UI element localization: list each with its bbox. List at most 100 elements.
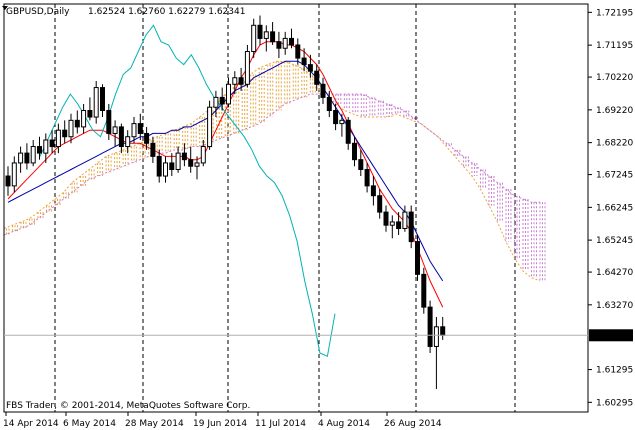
y-tick-label-7: 1.65245 [596,236,633,246]
y-tick-label-11: 1.61295 [596,366,633,376]
candles [5,15,446,390]
candle-body-30 [194,162,200,167]
candle-body-0 [5,175,11,187]
candle-body-33 [213,96,219,108]
axes: 1.72195 1.71195 1.70220 1.69220 1.68220 1.672… [2,3,633,429]
candle-body-14 [93,87,99,118]
candle-body-13 [87,110,93,118]
x-tick-label-2: 28 May 2014 [125,419,184,429]
ichimoku-cloud [3,60,546,282]
candle-body-51 [326,96,332,112]
candle-body-65 [415,241,420,275]
candle-body-46 [295,44,301,59]
chikou-span-line [39,24,336,358]
y-tick-label-2: 1.70220 [596,73,633,83]
candle-body-25 [163,162,168,177]
candle-body-48 [307,64,313,72]
y-tick-label-6: 1.66245 [596,203,633,213]
ohlc-label: 1.62524 1.62760 1.62279 1.62341 [88,7,245,17]
candle-body-64 [408,211,414,243]
y-tick-label-9: 1.63270 [596,301,633,311]
candle-body-37 [238,77,244,85]
candle-body-19 [125,136,131,148]
candle-body-60 [383,211,389,226]
candle-body-11 [74,119,80,128]
x-tick-label-1: 6 May 2014 [63,419,116,429]
candle-body-9 [62,129,68,138]
candle-body-2 [18,152,24,164]
candle-body-16 [106,110,112,134]
candle-body-12 [81,110,87,128]
candle-body-50 [320,83,326,98]
candle-body-35 [226,83,231,105]
candle-body-27 [175,152,181,170]
candle-body-32 [207,106,213,148]
candle-body-6 [43,139,49,154]
candle-body-44 [282,37,288,49]
candle-body-28 [181,152,187,161]
y-tick-label-12: 1.60295 [596,398,633,408]
symbol-dropdown-icon [2,6,8,10]
candle-body-8 [55,129,61,148]
candle-body-31 [200,146,206,164]
y-tick-label-4: 1.68220 [596,139,633,149]
candle-body-59 [377,195,383,213]
candle-body-42 [270,31,276,43]
candle-body-39 [251,24,257,53]
candle-body-68 [433,326,439,347]
candle-body-38 [244,51,250,85]
candle-body-58 [370,185,376,197]
candle-body-29 [188,159,194,167]
candle-body-61 [389,221,395,226]
current-price-box [589,329,633,342]
candle-body-53 [339,119,345,125]
candle-body-7 [49,139,55,148]
candle-body-41 [263,31,269,39]
candle-body-34 [219,96,225,105]
candle-body-5 [37,146,42,154]
x-tick-label-4: 11 Jul 2014 [255,419,306,429]
indicator-lines [7,24,444,358]
candle-body-55 [352,142,357,161]
candle-body-52 [333,110,339,125]
current-price-label: 1.62341 [592,331,629,341]
plot-frame [3,3,589,413]
period-separators [54,4,516,412]
candle-body-47 [301,57,307,66]
candle-body-18 [118,126,124,148]
candle-body-56 [358,159,364,170]
candle-body-24 [156,155,162,177]
candle-body-20 [131,123,137,138]
candle-body-22 [144,132,150,144]
candle-body-54 [345,119,351,144]
y-tick-label-0: 1.72195 [596,8,633,18]
candle-body-66 [421,273,427,308]
y-tick-label-8: 1.64270 [596,268,633,278]
candle-body-15 [100,87,105,112]
candle-body-26 [169,162,175,170]
senkou-span-a [3,60,541,282]
x-tick-label-5: 4 Aug 2014 [318,419,370,429]
candle-body-21 [137,123,143,134]
x-tick-label-0: 14 Apr 2014 [3,419,59,429]
symbol-label: GBPUSD,Daily [6,7,70,17]
candle-body-10 [68,119,74,138]
candle-body-23 [150,142,156,157]
y-tick-label-5: 1.67245 [596,171,633,181]
candle-body-62 [396,221,402,229]
candle-body-40 [257,24,263,39]
candle-body-1 [11,162,17,187]
copyright-label: FBS Trader, © 2001-2014, MetaQuotes Soft… [6,401,250,411]
candle-body-17 [112,126,118,134]
kijun-sen-line [7,60,444,282]
x-tick-label-3: 19 Jun 2014 [193,419,247,429]
candle-body-63 [402,211,408,229]
candle-body-67 [427,306,433,347]
candle-body-43 [276,41,282,49]
y-tick-label-1: 1.71195 [596,41,633,51]
candle-body-49 [314,70,320,85]
y-tick-label-3: 1.69220 [596,106,633,116]
candle-body-4 [30,146,36,164]
candle-body-57 [364,168,370,187]
